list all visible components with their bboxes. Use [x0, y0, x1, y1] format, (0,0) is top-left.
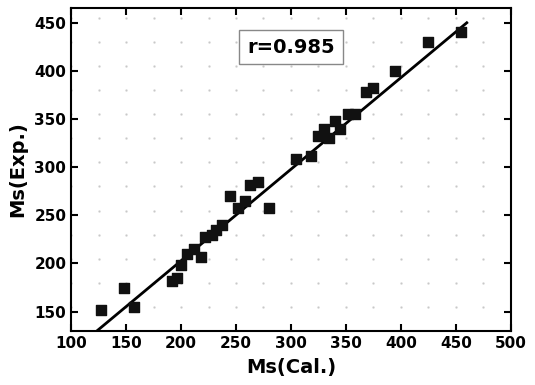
- Point: [331, 118, 339, 124]
- Point: [96, 306, 105, 313]
- Point: [208, 231, 216, 238]
- Point: [325, 135, 334, 141]
- Point: [254, 179, 262, 185]
- Point: [177, 262, 185, 268]
- Y-axis label: Ms(Exp.): Ms(Exp.): [9, 122, 27, 218]
- Point: [292, 156, 301, 162]
- Point: [241, 198, 249, 204]
- X-axis label: Ms(Cal.): Ms(Cal.): [246, 358, 336, 377]
- Point: [182, 251, 191, 257]
- Point: [265, 204, 273, 211]
- Point: [336, 126, 345, 132]
- Point: [314, 133, 323, 139]
- Text: r=0.985: r=0.985: [247, 37, 335, 57]
- Point: [319, 126, 328, 132]
- Point: [246, 181, 255, 187]
- Point: [226, 193, 235, 199]
- Point: [369, 85, 378, 91]
- Point: [457, 29, 465, 35]
- Point: [307, 152, 315, 159]
- Point: [361, 89, 370, 95]
- Point: [168, 278, 177, 284]
- Point: [212, 227, 220, 233]
- Point: [344, 111, 353, 117]
- Point: [190, 246, 198, 252]
- Point: [201, 233, 210, 239]
- Point: [234, 204, 242, 211]
- Point: [129, 304, 138, 310]
- Point: [424, 39, 433, 45]
- Point: [196, 254, 205, 260]
- Point: [172, 275, 181, 281]
- Point: [391, 68, 400, 74]
- Point: [350, 111, 359, 117]
- Point: [120, 285, 128, 291]
- Point: [217, 222, 226, 228]
